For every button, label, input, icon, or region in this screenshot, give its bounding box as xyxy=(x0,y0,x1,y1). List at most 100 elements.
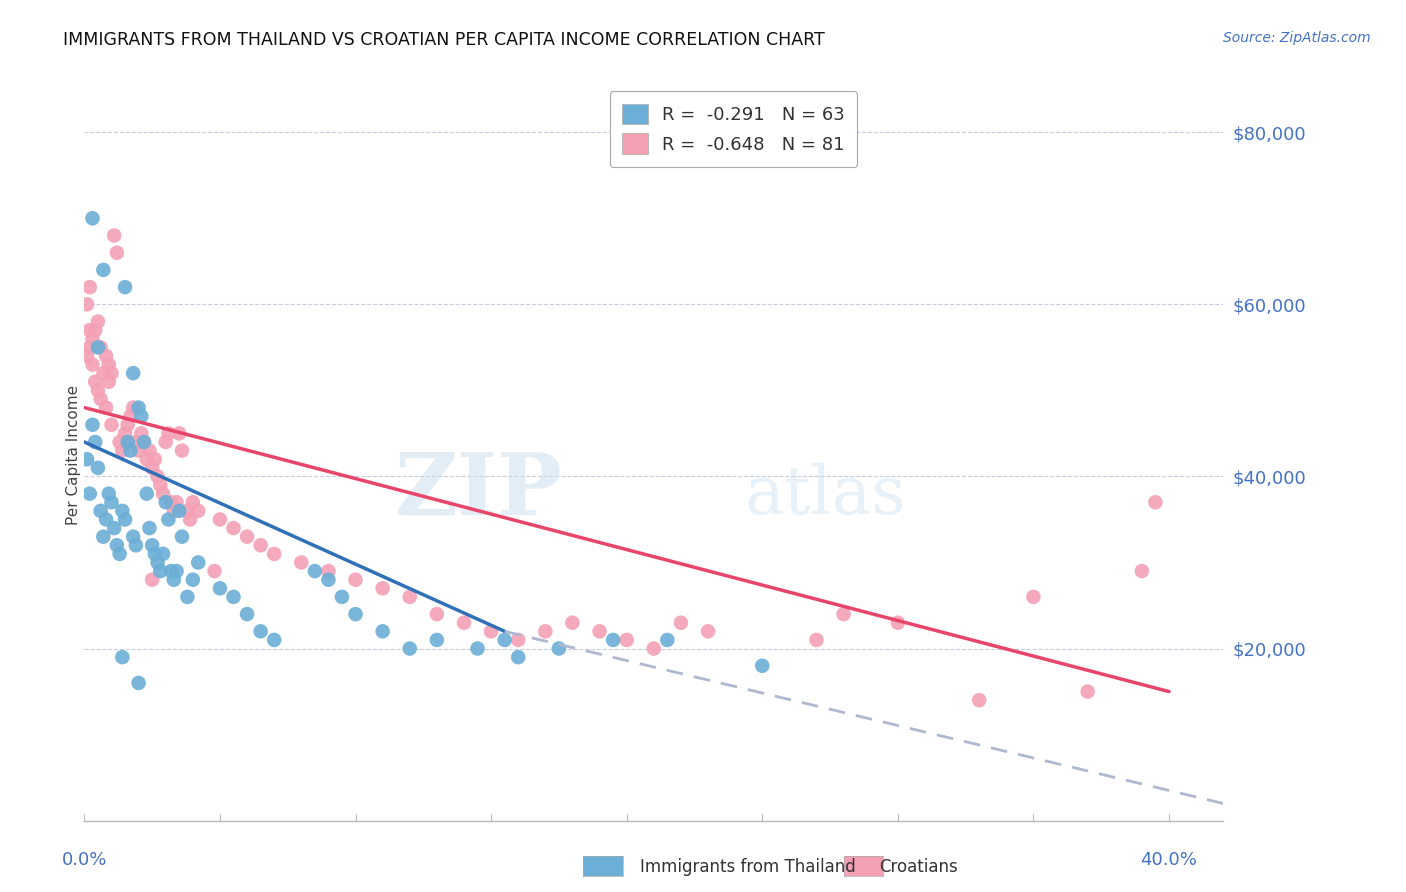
Text: Source: ZipAtlas.com: Source: ZipAtlas.com xyxy=(1223,31,1371,45)
Text: IMMIGRANTS FROM THAILAND VS CROATIAN PER CAPITA INCOME CORRELATION CHART: IMMIGRANTS FROM THAILAND VS CROATIAN PER… xyxy=(63,31,825,49)
Point xyxy=(84,375,107,389)
Point xyxy=(155,495,177,509)
Point xyxy=(128,676,150,690)
Point xyxy=(163,504,186,518)
Point xyxy=(120,409,142,424)
Point xyxy=(588,624,610,639)
Point xyxy=(94,512,117,526)
Text: atlas: atlas xyxy=(745,463,907,528)
Point xyxy=(318,573,340,587)
Point xyxy=(1130,564,1153,578)
Point xyxy=(208,582,231,596)
Point xyxy=(141,460,163,475)
Point xyxy=(87,314,110,328)
Point xyxy=(82,358,104,372)
Point xyxy=(657,632,679,647)
Point xyxy=(330,590,353,604)
Point xyxy=(166,495,188,509)
Point xyxy=(135,486,157,500)
Point xyxy=(100,495,122,509)
Point xyxy=(97,375,120,389)
Point xyxy=(138,443,160,458)
Point xyxy=(97,358,120,372)
Point xyxy=(1144,495,1167,509)
Point xyxy=(82,417,104,432)
Point xyxy=(176,504,198,518)
Point xyxy=(453,615,475,630)
Point xyxy=(170,443,193,458)
Point xyxy=(87,384,110,398)
Point xyxy=(751,658,773,673)
Point xyxy=(479,624,502,639)
Point xyxy=(643,641,665,656)
Point xyxy=(135,452,157,467)
Point xyxy=(132,435,155,450)
Text: Croatians: Croatians xyxy=(879,858,957,876)
Point xyxy=(105,245,128,260)
Point xyxy=(887,615,910,630)
Point xyxy=(146,469,169,483)
Point xyxy=(149,478,172,492)
Point xyxy=(128,401,150,415)
Point xyxy=(160,564,183,578)
Point xyxy=(141,573,163,587)
Text: 40.0%: 40.0% xyxy=(1140,851,1198,869)
Point xyxy=(93,263,115,277)
Point xyxy=(1022,590,1045,604)
Point xyxy=(290,556,312,570)
Point xyxy=(87,460,110,475)
Point xyxy=(967,693,990,707)
Point xyxy=(114,512,136,526)
Point xyxy=(76,452,98,467)
Point xyxy=(222,521,245,535)
Point xyxy=(100,417,122,432)
Point xyxy=(187,504,209,518)
Text: ZIP: ZIP xyxy=(395,450,562,533)
Point xyxy=(249,624,271,639)
Point xyxy=(143,452,166,467)
Point xyxy=(494,632,516,647)
Point xyxy=(114,280,136,294)
Point xyxy=(94,401,117,415)
Point xyxy=(108,435,131,450)
Point xyxy=(122,530,145,544)
Point xyxy=(146,556,169,570)
Point xyxy=(111,504,134,518)
Point xyxy=(79,280,101,294)
Point xyxy=(236,607,259,621)
Point xyxy=(426,607,449,621)
Point xyxy=(344,607,367,621)
Point xyxy=(152,547,174,561)
Point xyxy=(76,349,98,363)
Point xyxy=(128,443,150,458)
Point xyxy=(263,547,285,561)
Point xyxy=(806,632,828,647)
Point xyxy=(138,521,160,535)
Point xyxy=(157,426,180,441)
Point xyxy=(181,573,204,587)
Point xyxy=(93,366,115,380)
Point xyxy=(79,486,101,500)
Point xyxy=(100,366,122,380)
Point xyxy=(179,512,201,526)
Point xyxy=(548,641,571,656)
Point xyxy=(97,486,120,500)
Point xyxy=(111,443,134,458)
Point xyxy=(426,632,449,647)
Point xyxy=(344,573,367,587)
Point xyxy=(832,607,855,621)
Point xyxy=(170,530,193,544)
Point xyxy=(131,426,153,441)
Point xyxy=(94,349,117,363)
Point xyxy=(181,495,204,509)
Point xyxy=(508,650,530,665)
Point xyxy=(616,632,638,647)
Point xyxy=(166,564,188,578)
Point xyxy=(84,435,107,450)
Point xyxy=(76,297,98,311)
Point xyxy=(125,435,148,450)
Point xyxy=(131,409,153,424)
Point xyxy=(176,590,198,604)
Point xyxy=(508,632,530,647)
Point xyxy=(93,530,115,544)
